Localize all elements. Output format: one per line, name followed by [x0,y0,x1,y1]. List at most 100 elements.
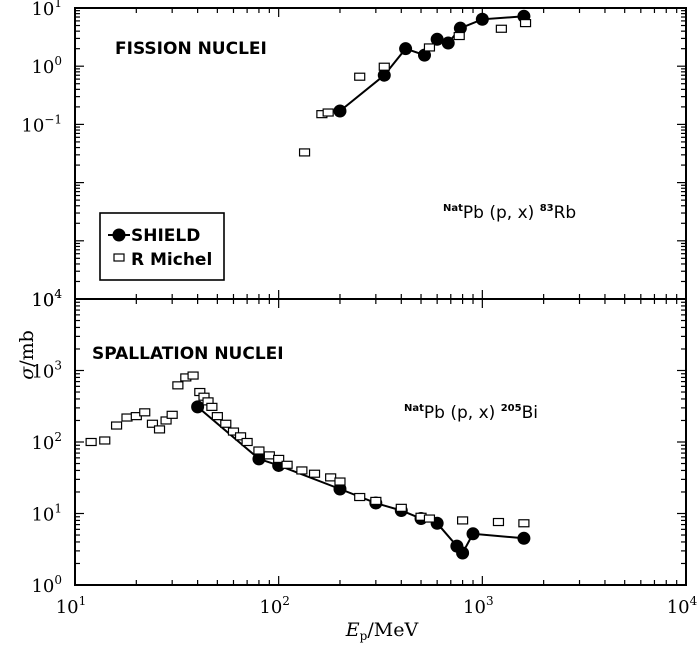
spallation-ytick-label: 100 [31,573,62,597]
data-series [85,9,532,560]
x-axis-label: Ep/MeV [345,619,419,643]
x-axis-label-e: E [345,619,360,641]
spallation-shield-point [456,546,470,560]
spallation-michel-point [146,419,159,428]
spallation-panel-frame [74,298,687,586]
tick-label-exponent: 4 [54,287,62,301]
spallation-reaction-label: NatPb (p, x) 205Bi [404,403,538,423]
fission-reaction-label: NatPb (p, x) 83Rb [443,203,576,223]
fission-ytick-label: 100 [31,54,62,78]
fission-ytick-label-bottom: 104 [31,287,62,311]
fission-ytick-label: 101 [31,0,62,20]
spallation-michel-point [296,466,308,475]
spallation-reaction-sup-right: 205 [501,403,522,414]
spallation-michel-point [160,416,172,425]
spallation-michel-point [334,477,346,486]
spallation-shield-point [191,400,205,414]
x-axis-label-unit: /MeV [367,619,418,641]
fission-shield-point [475,12,489,26]
spallation-michel-point [110,421,123,430]
legend-shield-marker [112,228,126,242]
tick-label-exponent: 1 [54,0,62,10]
fission-shield-point [399,42,413,56]
fission-michel-point [423,43,436,52]
tick-label-exponent: 2 [54,430,62,444]
tick-label-base: 10 [31,576,54,597]
fission-shield-point [333,104,347,118]
fission-michel-point [322,108,334,117]
spallation-michel-point [166,410,178,419]
legend-michel-label: R Michel [131,250,212,270]
fission-michel-point [453,31,465,41]
fission-shield-point [441,36,455,50]
spallation-michel-point [241,437,253,447]
tick-label-exponent: 3 [54,359,62,373]
spallation-michel-point [370,496,382,506]
tick-label-base: 10 [31,505,54,526]
tick-label-exponent: 1 [54,502,62,516]
spallation-michel-point [85,437,97,447]
spallation-michel-point [423,514,436,523]
x-tick-label: 104 [667,594,698,618]
spallation-michel-point [263,451,275,460]
tick-label-base: 10 [463,597,486,618]
spallation-ytick-label: 102 [31,430,62,454]
spallation-michel-point [139,408,151,417]
spallation-shield-point [517,531,531,545]
legend-box [99,212,225,281]
axis-ticks [75,8,686,586]
spallation-michel-point [253,446,265,455]
spallation-michel-point [308,469,321,478]
tick-label-exponent: 0 [54,54,62,68]
fission-reaction-text: Pb (p, x) [463,203,540,223]
fission-michel-point [519,19,532,28]
spallation-ytick-label: 101 [31,502,62,526]
spallation-michel-point [220,419,232,428]
y-axis-label-unit: /mb [16,330,38,367]
spallation-ytick-label: 104 [31,287,62,311]
spallation-michel-point [273,454,285,464]
fission-ytick-label: 10−1 [21,112,62,136]
tick-label-exponent: 4 [690,594,698,608]
spallation-reaction-text: Pb (p, x) [424,403,501,423]
tick-label-base: 10 [31,57,54,78]
spallation-shield-point [466,527,480,541]
x-tick-label: 102 [259,594,290,618]
spallation-ytick-label: 103 [31,359,62,383]
fission-reaction-sup-left: Nat [443,203,463,214]
tick-label-exponent: 1 [79,594,87,608]
legend: SHIELD R Michel [99,212,225,281]
y-axis-label-sigma: σ [16,366,38,380]
tick-label-exponent: 3 [486,594,494,608]
fission-michel-point [495,24,507,33]
spallation-michel-point [354,492,366,502]
spallation-michel-point [227,427,240,436]
tick-label-base: 10 [259,597,282,618]
spallation-michel-point [234,432,247,441]
fission-shield-point [417,48,431,62]
fission-reaction-sup-right: 83 [540,203,554,214]
spallation-reaction-element: Bi [522,403,538,423]
tick-label-base: 10 [31,290,54,311]
fission-shield-point [377,68,391,82]
y-axis-label: σ/mb [16,330,38,380]
legend-shield-label: SHIELD [131,226,200,246]
spallation-michel-point [211,412,223,421]
spallation-michel-point [187,371,199,380]
tick-label-base: 10 [31,0,54,20]
spallation-michel-point [99,436,111,445]
tick-label-exponent: −1 [44,112,62,126]
tick-label-base: 10 [21,115,44,136]
fission-shield-point [430,32,444,46]
spallation-michel-point [153,425,166,434]
spallation-michel-point [172,381,184,390]
x-axis-label-sub: p [360,629,368,643]
spallation-shield-point [252,452,266,466]
spallation-michel-point [456,516,469,525]
spallation-panel-title: SPALLATION NUCLEI [92,344,284,364]
spallation-reaction-sup-left: Nat [404,403,424,414]
spallation-michel-point [206,402,218,411]
spallation-michel-point [395,503,407,512]
